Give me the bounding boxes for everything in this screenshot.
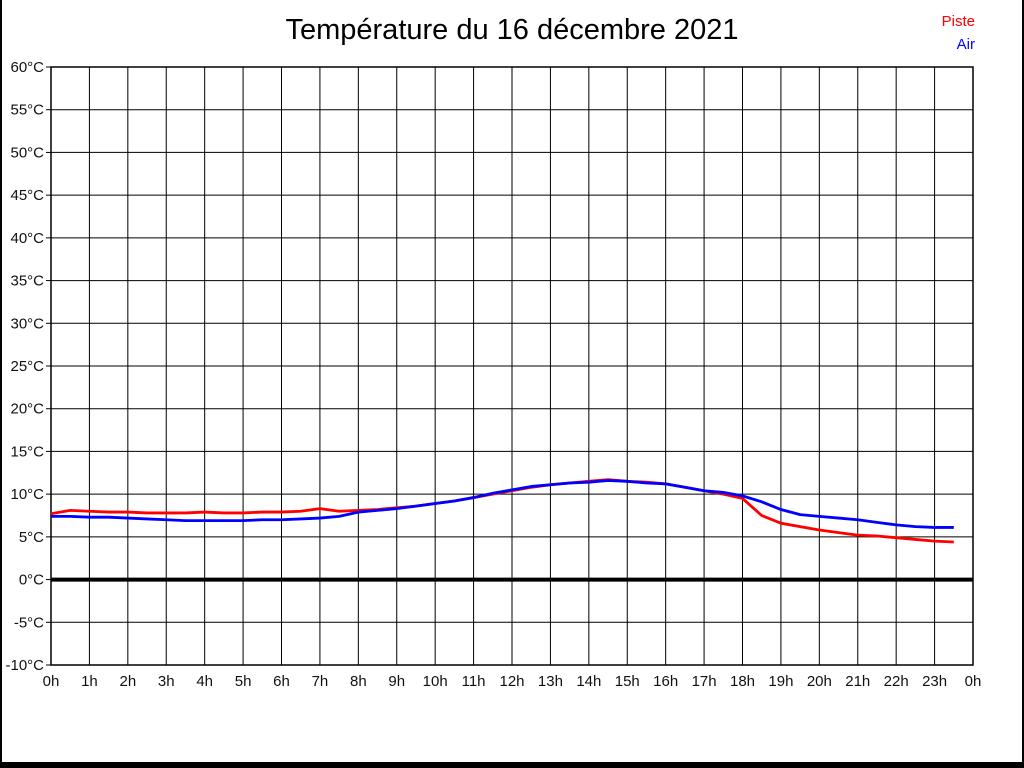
frame-border-right bbox=[1022, 0, 1024, 768]
y-tick-label: 50°C bbox=[10, 144, 44, 161]
x-tick-label: 17h bbox=[692, 673, 717, 690]
y-tick-label: 20°C bbox=[10, 401, 44, 418]
y-tick-label: 30°C bbox=[10, 315, 44, 332]
legend-item-piste: Piste bbox=[942, 10, 975, 33]
x-tick-label: 12h bbox=[499, 673, 524, 690]
x-tick-label: 19h bbox=[768, 673, 793, 690]
x-tick-label: 0h bbox=[43, 673, 60, 690]
x-tick-label: 18h bbox=[730, 673, 755, 690]
x-tick-label: 6h bbox=[273, 673, 290, 690]
y-tick-label: 5°C bbox=[19, 529, 44, 546]
x-tick-label: 20h bbox=[807, 673, 832, 690]
x-tick-label: 14h bbox=[576, 673, 601, 690]
x-tick-label: 9h bbox=[388, 673, 405, 690]
legend-air-label: Air bbox=[956, 36, 975, 53]
legend: Piste Air bbox=[942, 10, 975, 56]
frame-border-left bbox=[0, 0, 2, 768]
x-tick-label: 21h bbox=[845, 673, 870, 690]
air-line bbox=[51, 479, 954, 529]
grid bbox=[46, 66, 974, 666]
x-tick-label: 22h bbox=[884, 673, 909, 690]
y-tick-label: -5°C bbox=[14, 614, 44, 631]
x-tick-label: 23h bbox=[922, 673, 947, 690]
y-tick-label: 25°C bbox=[10, 358, 44, 375]
x-tick-label: 0h bbox=[965, 673, 982, 690]
piste-line bbox=[50, 478, 954, 544]
x-tick-label: 1h bbox=[81, 673, 98, 690]
x-tick-label: 11h bbox=[462, 673, 486, 690]
y-tick-label: 15°C bbox=[10, 443, 44, 460]
page-title: Température du 16 décembre 2021 bbox=[285, 14, 739, 46]
frame-border-bottom bbox=[0, 762, 1024, 768]
x-tick-label: 7h bbox=[312, 673, 329, 690]
x-tick-label: 15h bbox=[615, 673, 640, 690]
x-tick-label: 2h bbox=[119, 673, 136, 690]
x-tick-label: 3h bbox=[158, 673, 175, 690]
plot-border bbox=[50, 66, 974, 666]
legend-item-air: Air bbox=[942, 33, 975, 56]
x-tick-label: 16h bbox=[653, 673, 678, 690]
x-tick-label: 13h bbox=[538, 673, 563, 690]
x-tick-label: 10h bbox=[423, 673, 448, 690]
y-tick-label: 40°C bbox=[10, 230, 44, 247]
y-tick-label: 0°C bbox=[19, 572, 44, 589]
y-tick-label: 45°C bbox=[10, 187, 44, 204]
y-tick-label: 10°C bbox=[10, 486, 44, 503]
y-tick-label: 55°C bbox=[10, 102, 44, 119]
legend-piste-label: Piste bbox=[941, 13, 975, 30]
y-tick-label: 35°C bbox=[10, 273, 44, 290]
x-tick-label: 8h bbox=[350, 673, 367, 690]
x-tick-label: 4h bbox=[196, 673, 213, 690]
y-tick-label: 60°C bbox=[10, 59, 44, 76]
y-tick-label: -10°C bbox=[5, 657, 44, 674]
x-tick-label: 5h bbox=[235, 673, 252, 690]
